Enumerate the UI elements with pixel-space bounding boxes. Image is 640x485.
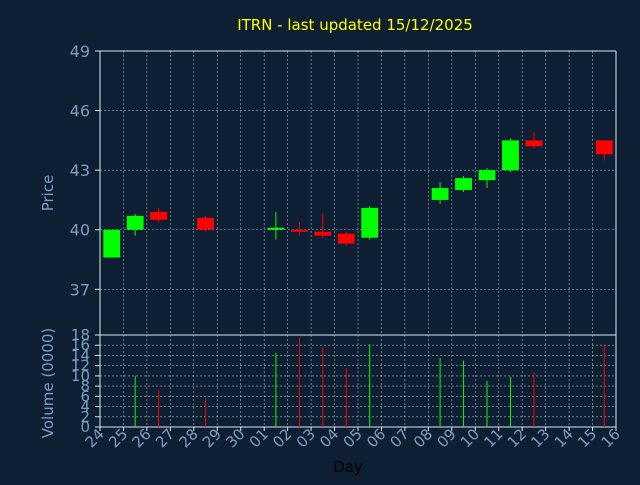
x-tick-label: 14	[551, 425, 577, 451]
candle-body	[290, 229, 308, 232]
candle-body	[478, 170, 496, 181]
volume-tick-label: 12	[71, 357, 90, 375]
volume-tick-label: 14	[71, 346, 90, 364]
axes-layer	[95, 50, 617, 431]
x-tick-label: 06	[363, 425, 389, 451]
x-tick-label: 12	[504, 425, 530, 451]
x-tick-label: 07	[387, 425, 413, 451]
x-tick-label: 15	[574, 425, 600, 451]
price-tick-label: 40	[70, 221, 90, 240]
candle-body	[150, 211, 168, 220]
volume-axis-label: Volume (0000)	[39, 328, 57, 438]
volume-tick-label: 6	[80, 387, 90, 405]
candle-body	[502, 140, 519, 171]
x-tick-label: 26	[129, 425, 155, 451]
volume-tick-label: 2	[80, 408, 90, 426]
candle-body	[126, 215, 144, 230]
x-tick-label: 03	[293, 425, 319, 451]
candle-body	[337, 233, 355, 244]
x-tick-label: 01	[246, 425, 272, 451]
volume-tick-label: 18	[71, 326, 90, 344]
x-tick-label: 11	[480, 425, 506, 451]
candle-body	[314, 231, 332, 236]
x-tick-label: 16	[598, 425, 624, 451]
candle-body	[361, 207, 379, 238]
x-tick-label: 29	[199, 425, 225, 451]
candle-body	[431, 188, 449, 200]
volume-tick-label: 8	[80, 377, 90, 395]
price-axis-label: Price	[39, 175, 57, 212]
x-tick-label: 05	[340, 425, 366, 451]
volume-tick-label: 16	[71, 336, 90, 354]
x-tick-label: 13	[527, 425, 553, 451]
x-tick-label: 02	[269, 425, 295, 451]
x-tick-label: 08	[410, 425, 436, 451]
candle-body	[267, 227, 285, 230]
candle-body	[455, 178, 472, 191]
volume-tick-label: 10	[71, 367, 90, 385]
price-tick-label: 43	[70, 161, 90, 180]
price-tick-label: 37	[70, 280, 90, 299]
x-tick-label: 10	[457, 425, 483, 451]
x-tick-label: 09	[433, 425, 459, 451]
candle-body	[103, 229, 121, 258]
chart-title: ITRN - last updated 15/12/2025	[237, 16, 473, 34]
volume-tick-label: 0	[80, 418, 90, 436]
x-tick-label: 28	[175, 425, 201, 451]
candle-body	[595, 140, 613, 155]
x-tick-label: 27	[152, 425, 178, 451]
price-tick-label: 49	[70, 42, 90, 61]
x-tick-label: 30	[222, 425, 248, 451]
x-tick-label: 25	[105, 425, 131, 451]
price-tick-label: 46	[70, 102, 90, 121]
x-tick-label: 04	[316, 425, 342, 451]
volume-tick-label: 4	[80, 398, 90, 416]
x-axis-label: Day	[333, 458, 363, 476]
candle-body	[525, 140, 543, 147]
grid-layer	[100, 51, 616, 427]
marks-layer	[103, 132, 613, 427]
candle-body	[197, 217, 214, 230]
